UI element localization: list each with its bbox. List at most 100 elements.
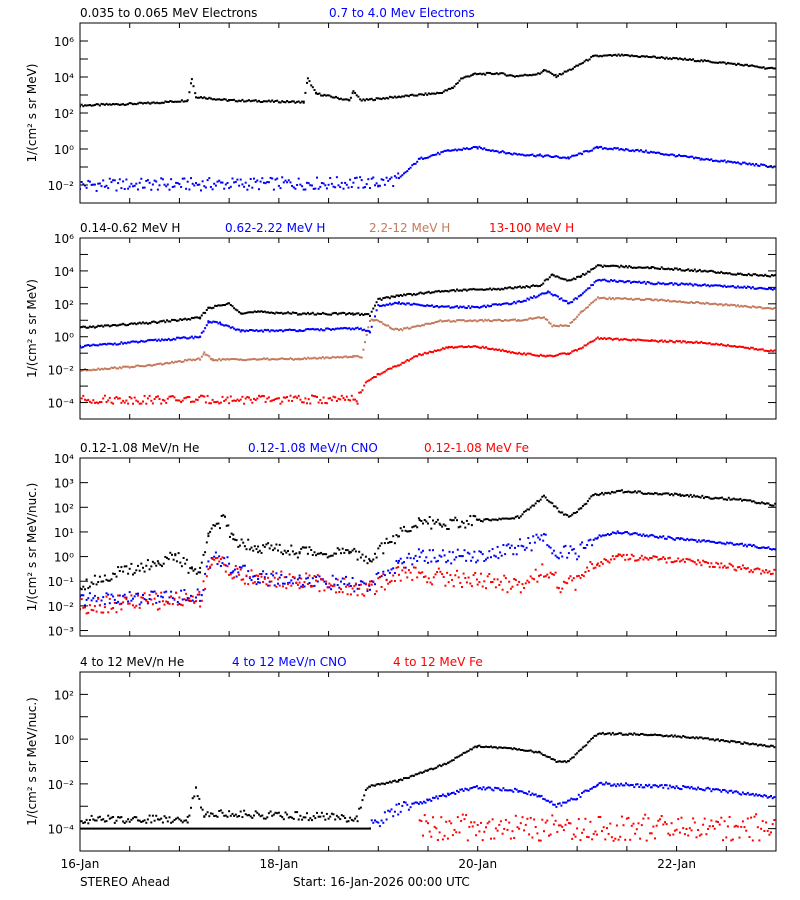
data-point bbox=[171, 338, 173, 341]
data-point bbox=[617, 489, 620, 492]
data-point bbox=[451, 289, 453, 292]
data-point bbox=[655, 298, 658, 301]
data-point bbox=[359, 327, 362, 330]
data-point bbox=[695, 340, 698, 343]
data-point bbox=[682, 58, 685, 61]
data-point bbox=[195, 316, 198, 319]
data-point bbox=[738, 792, 741, 795]
data-point bbox=[392, 780, 395, 783]
data-point bbox=[260, 575, 263, 578]
data-point bbox=[682, 735, 685, 737]
data-point bbox=[631, 281, 634, 283]
data-point bbox=[702, 158, 705, 161]
data-point bbox=[439, 523, 442, 526]
data-point bbox=[306, 552, 309, 555]
data-point bbox=[409, 358, 412, 361]
data-point bbox=[231, 326, 234, 329]
data-point bbox=[441, 290, 444, 293]
data-point bbox=[112, 607, 115, 609]
data-point bbox=[556, 556, 559, 559]
data-point bbox=[457, 319, 460, 321]
data-point bbox=[300, 313, 303, 316]
data-point bbox=[276, 358, 279, 361]
data-point bbox=[464, 288, 467, 291]
data-point bbox=[399, 363, 402, 366]
data-point bbox=[331, 355, 334, 358]
data-point bbox=[214, 184, 217, 187]
data-point bbox=[330, 356, 333, 359]
data-point bbox=[160, 595, 163, 598]
data-point bbox=[606, 533, 609, 535]
data-point bbox=[565, 801, 568, 804]
data-point bbox=[493, 518, 496, 521]
data-point bbox=[730, 345, 733, 348]
data-point bbox=[140, 339, 143, 342]
data-point bbox=[582, 546, 585, 549]
data-point bbox=[228, 573, 231, 576]
data-point bbox=[725, 836, 728, 839]
data-point bbox=[310, 312, 313, 315]
data-point bbox=[175, 319, 178, 322]
data-point bbox=[414, 325, 417, 328]
data-point bbox=[507, 543, 510, 546]
data-point bbox=[514, 286, 516, 289]
data-point bbox=[274, 178, 277, 181]
data-point bbox=[576, 827, 579, 830]
data-point bbox=[409, 94, 412, 96]
data-point bbox=[258, 358, 260, 361]
data-point bbox=[684, 539, 687, 542]
data-point bbox=[655, 492, 658, 495]
data-point bbox=[494, 786, 497, 789]
data-point bbox=[325, 402, 328, 405]
data-point bbox=[504, 319, 507, 321]
data-point bbox=[528, 298, 531, 301]
data-point bbox=[435, 153, 438, 156]
data-point bbox=[712, 270, 714, 273]
data-point bbox=[233, 181, 236, 184]
data-point bbox=[699, 540, 702, 543]
data-point bbox=[90, 104, 93, 107]
data-point bbox=[725, 740, 728, 742]
data-point bbox=[512, 553, 515, 556]
data-point bbox=[181, 399, 184, 402]
data-point bbox=[335, 95, 337, 98]
data-point bbox=[449, 320, 452, 323]
data-point bbox=[423, 519, 426, 521]
data-point bbox=[397, 566, 400, 569]
data-point bbox=[331, 312, 334, 315]
data-point bbox=[399, 328, 402, 330]
data-point bbox=[692, 817, 695, 820]
data-point bbox=[327, 817, 330, 820]
data-point bbox=[88, 400, 91, 403]
data-point bbox=[496, 349, 499, 351]
data-point bbox=[768, 833, 771, 836]
data-point bbox=[457, 289, 460, 292]
data-point bbox=[407, 168, 410, 170]
data-point bbox=[596, 493, 598, 496]
data-point bbox=[407, 530, 410, 533]
data-point bbox=[574, 278, 577, 281]
data-point bbox=[180, 819, 183, 822]
data-point bbox=[566, 514, 569, 517]
data-point bbox=[296, 330, 299, 333]
data-point bbox=[117, 600, 120, 603]
data-point bbox=[563, 156, 566, 159]
data-point bbox=[433, 349, 436, 352]
data-point bbox=[357, 186, 360, 189]
data-point bbox=[610, 836, 613, 839]
data-point bbox=[660, 298, 663, 301]
data-point bbox=[390, 781, 393, 784]
data-point bbox=[766, 288, 769, 291]
data-point bbox=[655, 535, 658, 538]
data-point bbox=[416, 324, 419, 327]
data-point bbox=[263, 328, 266, 331]
data-point bbox=[582, 790, 585, 793]
data-point bbox=[669, 153, 672, 156]
data-point bbox=[480, 745, 482, 748]
data-point bbox=[710, 158, 713, 161]
data-point bbox=[469, 748, 472, 751]
data-point bbox=[217, 522, 220, 525]
data-point bbox=[145, 827, 148, 830]
data-point bbox=[282, 101, 285, 103]
data-point bbox=[696, 495, 699, 498]
